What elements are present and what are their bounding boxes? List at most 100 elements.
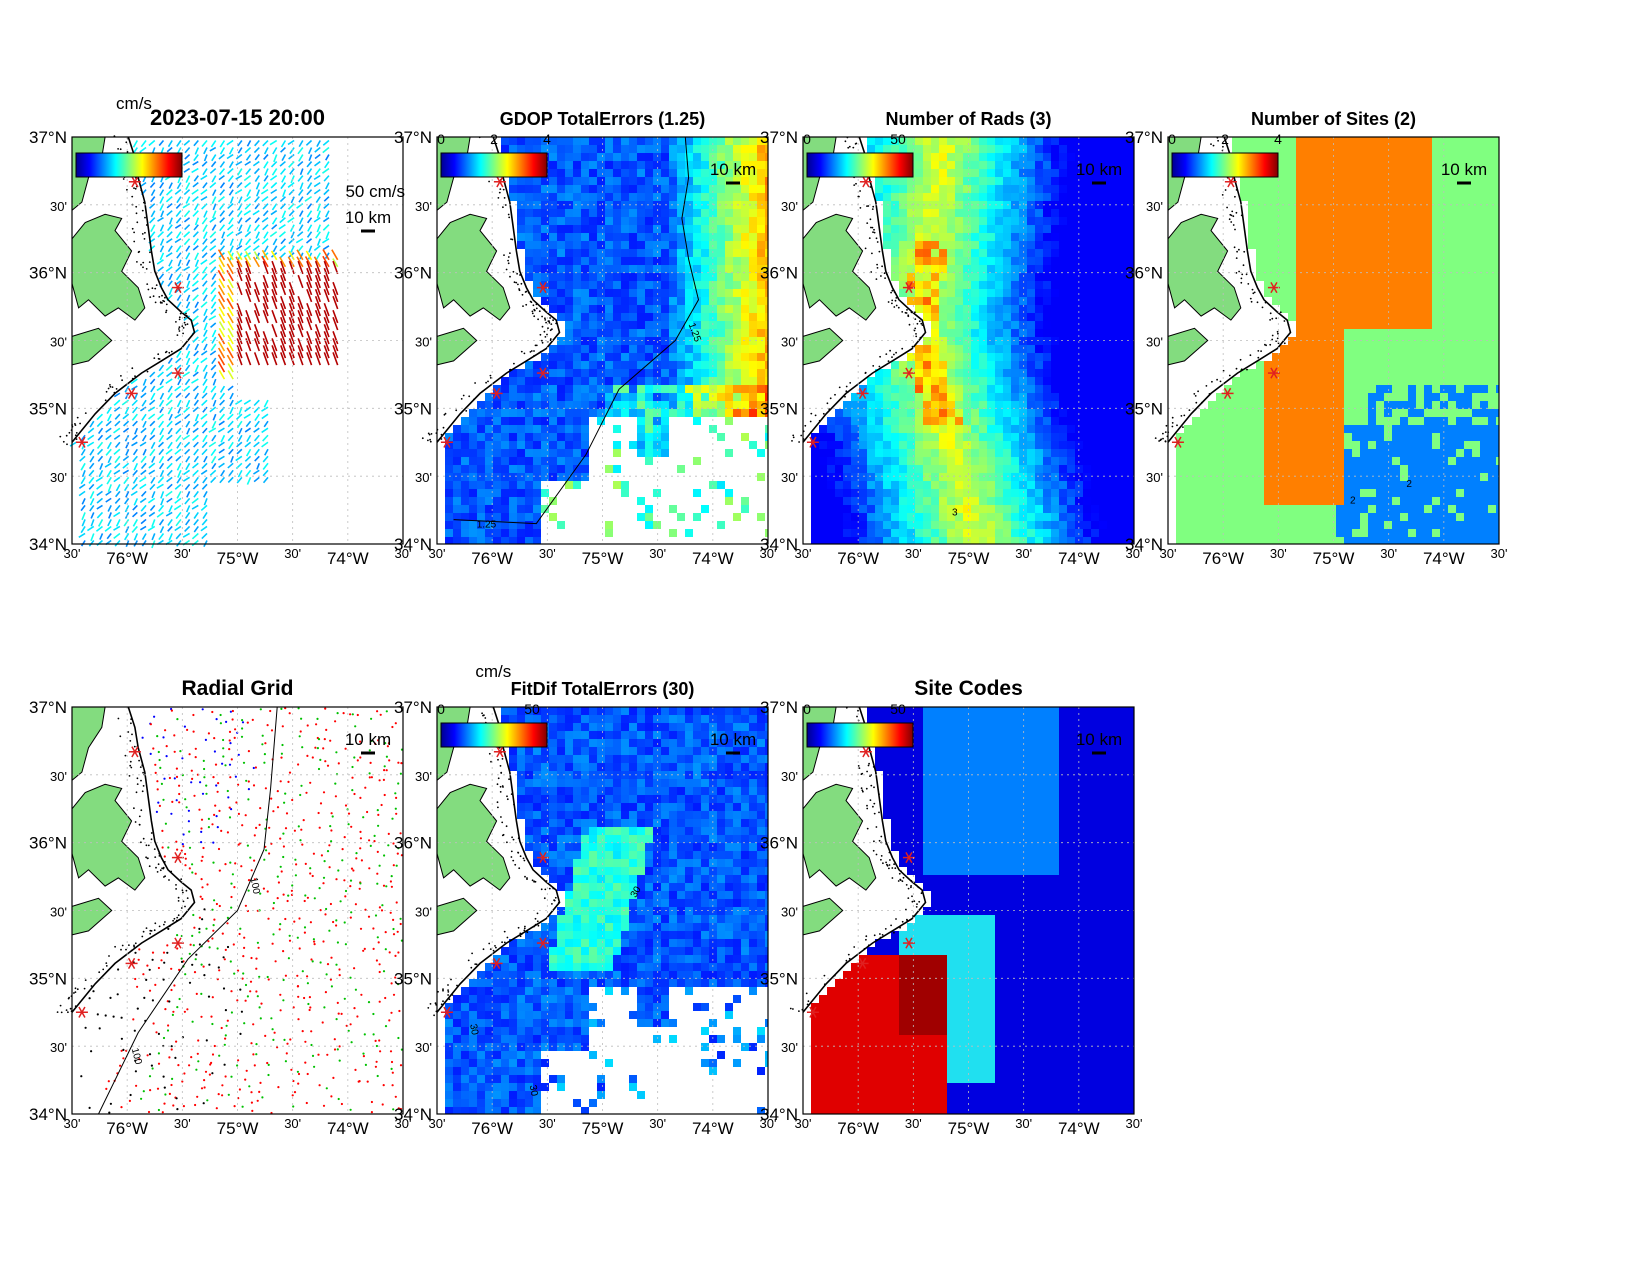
site-marker (493, 176, 506, 188)
axes-frame (436, 136, 769, 545)
lat-tick-label: 30' (781, 335, 798, 350)
lat-tick-label: 34°N (29, 535, 67, 554)
axes-frame (1167, 136, 1500, 545)
lat-tick-label: 30' (781, 1040, 798, 1055)
panel-velocity: 50 cm/s10 km37°N30'36°N30'35°N30'34°N30'… (29, 94, 411, 568)
site-marker (490, 387, 503, 399)
scale-bar-label: 10 km (710, 730, 756, 749)
site-marker (536, 852, 549, 864)
lon-tick-label: 30' (539, 546, 556, 561)
unit-label: cm/s (116, 94, 152, 113)
contour-label: 100 (248, 877, 262, 896)
lat-tick-label: 34°N (394, 1105, 432, 1124)
lat-tick-label: 37°N (394, 698, 432, 717)
site-marker (75, 1006, 88, 1018)
lat-tick-label: 36°N (1125, 264, 1163, 283)
lon-tick-label: 75°W (948, 549, 990, 568)
lon-tick-label: 30' (429, 1116, 446, 1131)
lon-tick-label: 30' (649, 1116, 666, 1131)
lon-tick-label: 30' (64, 546, 81, 561)
colorbar (1171, 152, 1279, 178)
lat-tick-label: 37°N (1125, 128, 1163, 147)
panel-gdop: 1.251.250 2 410 km37°N30'36°N30'35°N30'34°… (394, 109, 776, 568)
contour-label: 30 (527, 1084, 540, 1097)
lat-tick-label: 35°N (29, 969, 67, 988)
scale-bar-label: 10 km (345, 208, 391, 227)
lon-tick-label: 30' (284, 1116, 301, 1131)
figure-title: 2023-07-15 20:00 (150, 105, 325, 130)
contour-label: 30 (467, 1023, 480, 1036)
scale-bar-label: 10 km (1076, 160, 1122, 179)
lon-tick-label: 30' (174, 1116, 191, 1131)
lat-tick-label: 30' (415, 470, 432, 485)
lon-tick-label: 75°W (217, 549, 259, 568)
lat-tick-label: 34°N (1125, 535, 1163, 554)
lon-tick-label: 74°W (1058, 549, 1100, 568)
axes-frame (802, 136, 1135, 545)
colorbar (75, 152, 183, 178)
panel-title: Site Codes (914, 677, 1023, 700)
site-marker (806, 1006, 819, 1018)
lon-tick-label: 30' (1015, 1116, 1032, 1131)
site-marker (1267, 367, 1280, 379)
scale-bar-label: 10 km (1076, 730, 1122, 749)
colorbar (440, 152, 548, 178)
site-marker (856, 387, 869, 399)
lon-tick-label: 76°W (471, 549, 513, 568)
lon-tick-label: 74°W (327, 1119, 369, 1138)
lat-tick-label: 30' (50, 905, 67, 920)
site-marker (902, 852, 915, 864)
site-marker (1171, 436, 1184, 448)
contour-label: 2 (1406, 479, 1412, 490)
lat-tick-label: 30' (1146, 470, 1163, 485)
lat-tick-label: 30' (415, 769, 432, 784)
lon-tick-label: 30' (795, 546, 812, 561)
lat-tick-label: 36°N (760, 264, 798, 283)
lat-tick-label: 30' (50, 470, 67, 485)
lat-tick-label: 37°N (29, 698, 67, 717)
lon-tick-label: 30' (1126, 1116, 1143, 1131)
site-marker (859, 176, 872, 188)
colorbar-tick-label: 4 (543, 131, 551, 147)
lon-tick-label: 30' (1160, 546, 1177, 561)
lat-tick-label: 36°N (29, 264, 67, 283)
site-marker (902, 367, 915, 379)
lon-tick-label: 74°W (692, 1119, 734, 1138)
lon-tick-label: 30' (284, 546, 301, 561)
site-marker (493, 746, 506, 758)
colorbar-tick-label: 4 (1274, 131, 1282, 147)
site-marker (171, 282, 184, 294)
lon-tick-label: 30' (64, 1116, 81, 1131)
site-marker (536, 367, 549, 379)
colorbar-tick-label: 0 (1168, 131, 1176, 147)
site-marker (1267, 282, 1280, 294)
lon-tick-label: 74°W (327, 549, 369, 568)
panel-title: FitDif TotalErrors (30) (511, 679, 695, 699)
lat-tick-label: 30' (50, 769, 67, 784)
site-marker (490, 957, 503, 969)
lat-tick-label: 36°N (760, 834, 798, 853)
axes-frame (71, 136, 404, 545)
lon-tick-label: 74°W (1058, 1119, 1100, 1138)
lon-tick-label: 30' (1126, 546, 1143, 561)
lon-tick-label: 30' (1270, 546, 1287, 561)
panel-title: Number of Sites (2) (1251, 109, 1416, 129)
lat-tick-label: 30' (781, 199, 798, 214)
site-marker (128, 746, 141, 758)
lat-tick-label: 37°N (394, 128, 432, 147)
contour-label: 3 (952, 508, 958, 519)
contour-label: 100 (129, 1047, 144, 1066)
contour-label: 2 (1350, 495, 1356, 506)
site-marker (536, 282, 549, 294)
lat-tick-label: 36°N (394, 834, 432, 853)
site-marker (902, 937, 915, 949)
site-marker (125, 957, 138, 969)
scale-bar-label: 10 km (345, 730, 391, 749)
site-marker (171, 367, 184, 379)
colorbar-tick-label: 2 (490, 131, 498, 147)
axes-frame (71, 706, 404, 1115)
